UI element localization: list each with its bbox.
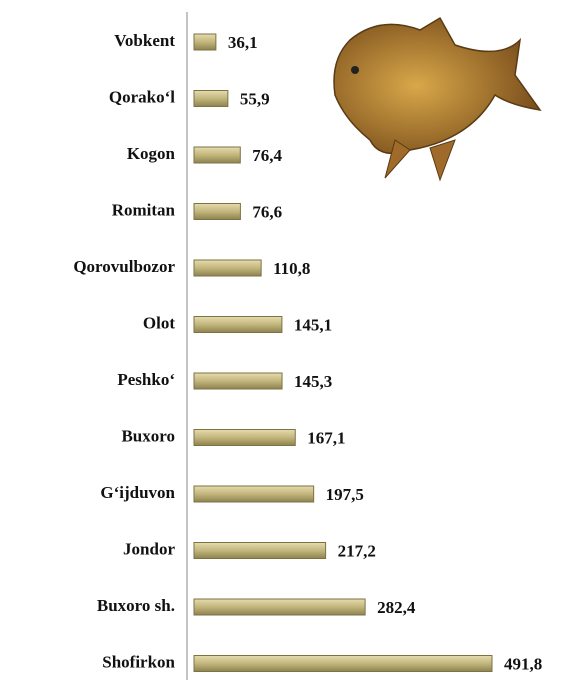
category-label: Peshko‘ [117,370,175,389]
fish-illustration [333,16,542,182]
value-label: 167,1 [307,428,345,447]
value-label: 197,5 [326,485,364,504]
value-label: 282,4 [377,598,416,617]
value-label: 145,1 [294,315,332,334]
bar [193,598,366,616]
bar [193,316,283,333]
bar [193,203,241,220]
value-label: 76,6 [252,202,282,221]
category-label: Romitan [112,200,176,219]
value-label: 36,1 [228,33,258,52]
bar [193,90,229,107]
category-label: Olot [143,313,175,332]
category-label: G‘ijduvon [100,483,175,502]
category-label: Kogon [127,144,176,163]
category-label: Qorovulbozor [73,257,175,276]
category-label: Buxoro [121,426,175,445]
category-label: Jondor [123,539,175,558]
value-label: 491,8 [504,654,542,673]
value-label: 145,3 [294,372,332,391]
bar [193,372,283,390]
bar [193,655,493,672]
value-label: 55,9 [240,89,270,108]
bar [193,259,262,277]
bar [193,542,327,559]
category-label: Shofirkon [102,652,175,671]
bar [193,33,217,51]
value-label: 110,8 [273,259,310,278]
bar [193,429,296,446]
category-label: Qorako‘l [109,87,175,106]
value-label: 76,4 [252,146,282,165]
category-label: Buxoro sh. [97,596,175,615]
category-label: Vobkent [114,31,175,50]
bar [193,146,241,164]
value-label: 217,2 [338,541,376,560]
bar [193,485,315,503]
